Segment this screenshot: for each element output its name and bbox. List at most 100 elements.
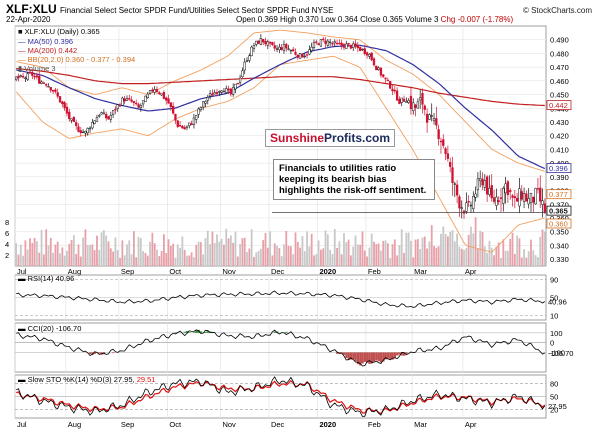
volume-bar [223, 244, 225, 266]
volume-bar [199, 242, 202, 266]
cci-negative-fill [366, 352, 369, 363]
volume-bar [17, 254, 20, 266]
volume-axis-label: 2 [5, 251, 9, 260]
cci-negative-fill [373, 352, 376, 362]
volume-bar [278, 248, 281, 266]
volume-bar [331, 254, 334, 266]
candle [504, 183, 507, 194]
candle [305, 54, 309, 56]
volume-bar [257, 251, 260, 266]
volume-bar [273, 243, 276, 266]
volume-bar [373, 241, 375, 266]
volume-bar [70, 239, 73, 266]
volume-bar [317, 240, 320, 266]
candle [483, 180, 486, 188]
candle [363, 48, 366, 54]
candle [481, 178, 484, 186]
volume-bar [541, 229, 544, 266]
volume-bar [195, 244, 198, 266]
candle [347, 42, 350, 45]
candle [414, 104, 417, 108]
volume-bar [202, 254, 205, 266]
candle [40, 81, 43, 84]
candle [77, 126, 80, 132]
candle [17, 75, 20, 79]
candle [301, 54, 304, 58]
candle [243, 61, 246, 71]
candle [141, 100, 145, 105]
candle [375, 65, 378, 71]
volume-bar [239, 243, 241, 266]
volume-bar [363, 250, 366, 266]
volume-bar [437, 246, 440, 266]
candle [541, 200, 544, 205]
cci-negative-fill [386, 352, 390, 359]
sto-axis-label: 20 [550, 405, 558, 414]
volume-bar [153, 243, 156, 266]
candle [384, 77, 387, 80]
x-tick-label-bottom: Apr [465, 420, 477, 429]
volume-bar [128, 240, 131, 266]
volume-bar [361, 231, 364, 266]
price-axis-label: 0.420 [550, 132, 569, 141]
volume-bar [285, 230, 288, 266]
x-tick-label: Apr [465, 267, 477, 276]
candle [176, 120, 179, 127]
cci-positive-fill [285, 331, 288, 333]
volume-bar [386, 243, 389, 266]
volume-bar [333, 229, 336, 266]
volume-bar [149, 241, 151, 266]
candle [38, 75, 41, 84]
volume-bar [433, 245, 435, 266]
low-value: Low 0.364 [320, 15, 358, 24]
candle [389, 81, 392, 89]
volume-bar [24, 240, 27, 266]
volume-bar [38, 252, 41, 266]
volume-bar [72, 235, 75, 266]
candle [421, 93, 424, 105]
candle [294, 51, 297, 55]
volume-bar [114, 237, 117, 266]
volume-bar [396, 255, 398, 266]
candle [308, 49, 311, 55]
candle [499, 197, 503, 200]
candle [522, 193, 526, 202]
cci-positive-fill [204, 331, 207, 333]
candle [155, 89, 159, 92]
candle [211, 93, 214, 96]
candle [135, 102, 138, 105]
candle [292, 49, 295, 52]
volume-bar [289, 246, 292, 266]
volume-bar [98, 249, 101, 266]
volume-bar [158, 256, 161, 266]
volume-bar [495, 246, 498, 266]
candle [114, 108, 117, 111]
rsi-axis-label: 90 [550, 276, 558, 285]
candle [402, 98, 406, 102]
price-axis-label: 0.370 [550, 200, 569, 209]
volume-bar [414, 239, 417, 266]
x-tick-label: Sep [121, 267, 134, 276]
volume-bar [481, 231, 484, 266]
volume-bar [389, 257, 392, 266]
candle [262, 39, 265, 43]
candle [345, 43, 348, 49]
candle [370, 52, 373, 61]
candle [116, 104, 119, 109]
volume-bar [137, 236, 140, 266]
volume-bar [352, 246, 355, 266]
volume-bar [384, 240, 387, 266]
candle [130, 99, 133, 102]
volume-bar [405, 232, 408, 266]
candle [469, 204, 473, 207]
candle [61, 101, 64, 105]
candle [322, 38, 325, 41]
stockcharts-credit[interactable]: © StockCharts.com [522, 6, 592, 15]
volume-bar [42, 254, 45, 266]
volume-bar [45, 229, 48, 266]
volume-bar [54, 244, 57, 266]
candle [121, 97, 124, 106]
candle [197, 108, 200, 115]
volume-bar [368, 247, 371, 266]
candle [495, 196, 498, 206]
